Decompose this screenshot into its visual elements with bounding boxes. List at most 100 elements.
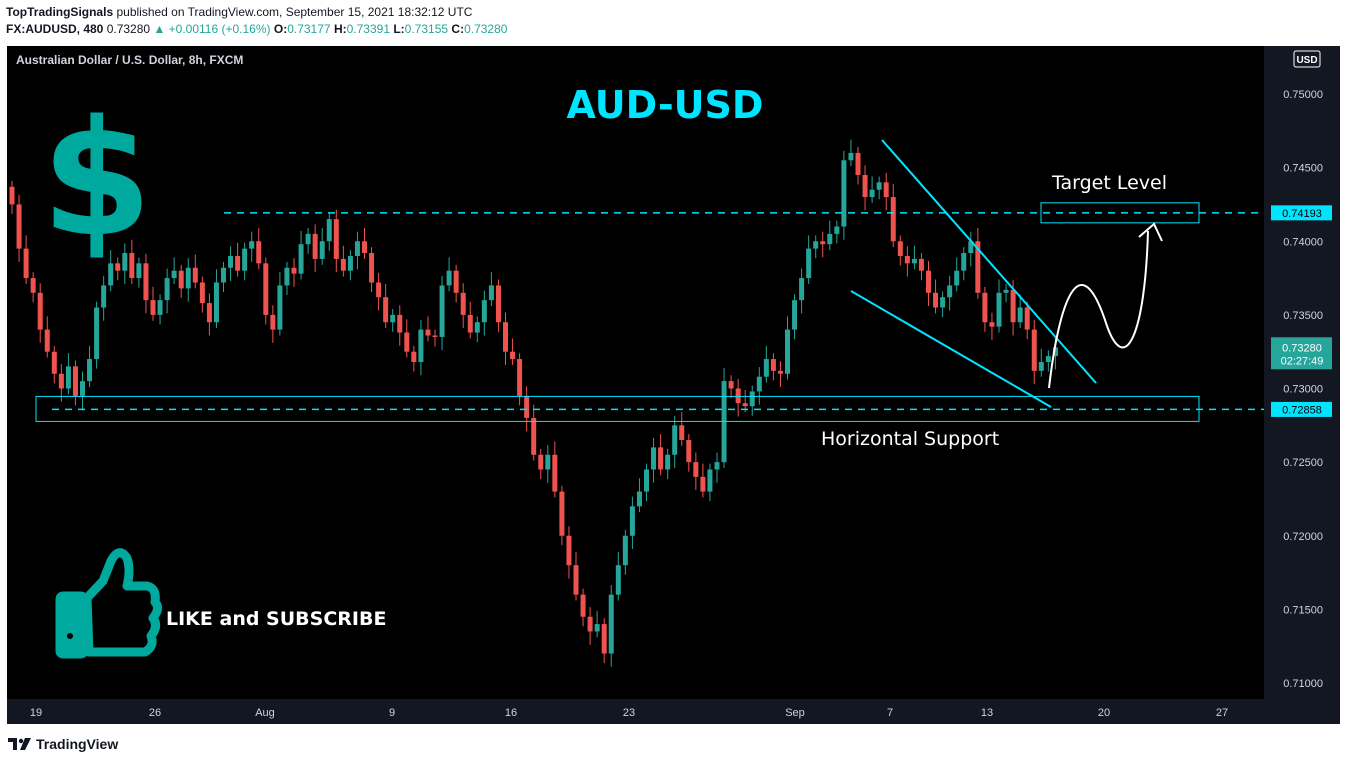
price-axis	[1264, 46, 1340, 699]
candle-body	[862, 174, 868, 198]
candle	[954, 257, 960, 292]
candle-body	[756, 376, 762, 392]
candle-body	[594, 624, 600, 632]
x-tick-label: Sep	[785, 707, 805, 719]
candle	[192, 254, 198, 289]
candle-body	[206, 303, 212, 323]
candle-body	[9, 186, 15, 205]
candle	[164, 268, 170, 314]
footer-branding: TradingView	[8, 734, 118, 754]
candle-body	[538, 454, 544, 470]
candle-body	[517, 359, 523, 396]
candle-body	[636, 491, 642, 507]
candle	[277, 272, 283, 336]
candle	[587, 607, 593, 645]
candle-body	[213, 282, 219, 323]
candle	[531, 404, 537, 461]
low-label: L:	[393, 22, 405, 36]
candle-body	[362, 241, 367, 254]
candle	[30, 272, 36, 303]
candle-body	[763, 359, 769, 377]
candle	[580, 588, 586, 627]
support-price-tag: 0.72858	[1271, 401, 1332, 417]
candle-body	[644, 469, 649, 492]
candle	[672, 415, 678, 469]
candle	[1003, 283, 1009, 303]
candle	[16, 194, 22, 262]
currency-badge[interactable]: USD	[1293, 50, 1321, 68]
candle	[1045, 350, 1051, 372]
candle-body	[897, 241, 903, 256]
candle-body	[228, 255, 234, 268]
candle-body	[298, 244, 304, 274]
cta-text[interactable]: LIKE and SUBSCRIBE	[166, 608, 386, 630]
candle	[714, 452, 720, 483]
tradingview-brand[interactable]: TradingView	[36, 736, 119, 752]
candle-body	[94, 307, 100, 360]
candle-body	[566, 535, 572, 566]
y-tick-label: 0.72000	[1283, 531, 1323, 543]
candle-body	[587, 616, 593, 632]
candle	[827, 220, 833, 251]
candle	[658, 434, 664, 476]
candle	[770, 353, 776, 381]
candle-body	[785, 329, 790, 374]
projection-path	[1048, 230, 1149, 389]
target-price-tag-bg	[1271, 205, 1332, 221]
candle-body	[136, 263, 142, 279]
candle-body	[185, 267, 191, 289]
candle-body	[72, 366, 78, 396]
candle	[58, 364, 64, 402]
candle	[80, 371, 85, 410]
candle	[1031, 320, 1037, 385]
candle-body	[305, 233, 311, 245]
candle	[446, 257, 452, 292]
candle	[171, 257, 177, 284]
y-tick-label: 0.71500	[1283, 604, 1323, 616]
candle	[756, 367, 762, 405]
candle-body	[453, 270, 459, 293]
price-chart[interactable]: Australian Dollar / U.S. Dollar, 8h, FXC…	[7, 46, 1340, 724]
publisher-name[interactable]: TopTradingSignals	[6, 5, 114, 19]
candle	[686, 434, 692, 472]
candle-body	[319, 241, 325, 259]
x-tick-label: 16	[505, 707, 517, 719]
candle-body	[552, 454, 558, 492]
candle-body	[961, 253, 967, 271]
candle	[51, 345, 57, 384]
candle-body	[615, 565, 621, 595]
candle	[742, 389, 748, 413]
candle-body	[439, 285, 445, 337]
candle	[1024, 301, 1030, 340]
candle	[65, 353, 71, 395]
candle-body	[601, 624, 607, 654]
candle-body	[101, 285, 107, 308]
close-value: 0.73280	[464, 22, 508, 36]
candle	[206, 293, 212, 336]
y-tick-label: 0.73000	[1283, 384, 1323, 396]
candle	[651, 437, 657, 483]
candle-body	[954, 270, 960, 286]
candle-body	[178, 270, 184, 289]
candle-body	[651, 447, 657, 470]
candle-body	[947, 285, 953, 298]
candle	[975, 227, 981, 299]
ohlc-header: FX:AUDUSD, 480 0.73280 ▲ +0.00116 (+0.16…	[6, 22, 507, 36]
candle-body	[940, 297, 946, 308]
candle	[404, 319, 410, 358]
candle-body	[665, 454, 671, 470]
candle-body	[432, 335, 438, 337]
candle-body	[686, 440, 692, 463]
candle-body	[221, 267, 226, 283]
x-tick-label: 9	[389, 707, 395, 719]
candle	[636, 478, 642, 513]
candle-body	[122, 253, 128, 271]
candle-body	[157, 300, 163, 315]
target-price-tag-value: 0.74193	[1282, 208, 1322, 220]
candle-body	[488, 285, 494, 301]
candle-body	[904, 255, 910, 264]
candle-body	[580, 594, 586, 617]
candle-body	[1017, 307, 1023, 323]
candle	[862, 165, 868, 211]
